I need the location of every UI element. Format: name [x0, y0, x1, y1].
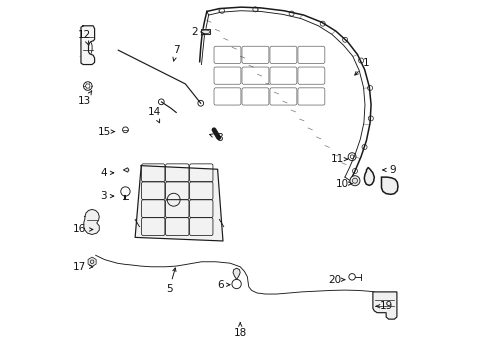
Text: 10: 10 [335, 179, 351, 189]
Text: 2: 2 [191, 27, 204, 37]
Polygon shape [123, 168, 129, 172]
Text: 6: 6 [216, 280, 229, 290]
Polygon shape [364, 167, 373, 185]
Text: 12: 12 [78, 30, 91, 45]
Polygon shape [81, 26, 94, 64]
Text: 17: 17 [73, 262, 93, 272]
Text: 13: 13 [78, 91, 92, 106]
Text: 8: 8 [209, 133, 222, 143]
Text: 19: 19 [376, 301, 392, 311]
Text: 5: 5 [165, 268, 176, 294]
Text: 3: 3 [101, 191, 113, 201]
Text: 7: 7 [173, 45, 179, 61]
Circle shape [349, 176, 359, 186]
Polygon shape [135, 166, 223, 241]
Text: 9: 9 [382, 165, 395, 175]
Text: 16: 16 [73, 225, 93, 234]
Text: 11: 11 [330, 154, 347, 164]
Polygon shape [83, 210, 99, 234]
Polygon shape [88, 257, 96, 266]
Polygon shape [381, 177, 397, 194]
Text: 14: 14 [147, 107, 161, 123]
Polygon shape [233, 268, 240, 279]
Text: 4: 4 [101, 168, 113, 178]
Polygon shape [201, 30, 210, 35]
Text: 18: 18 [233, 323, 246, 338]
Text: 1: 1 [354, 58, 369, 75]
Text: 20: 20 [327, 275, 344, 285]
Polygon shape [372, 292, 396, 319]
Text: 15: 15 [98, 127, 114, 136]
